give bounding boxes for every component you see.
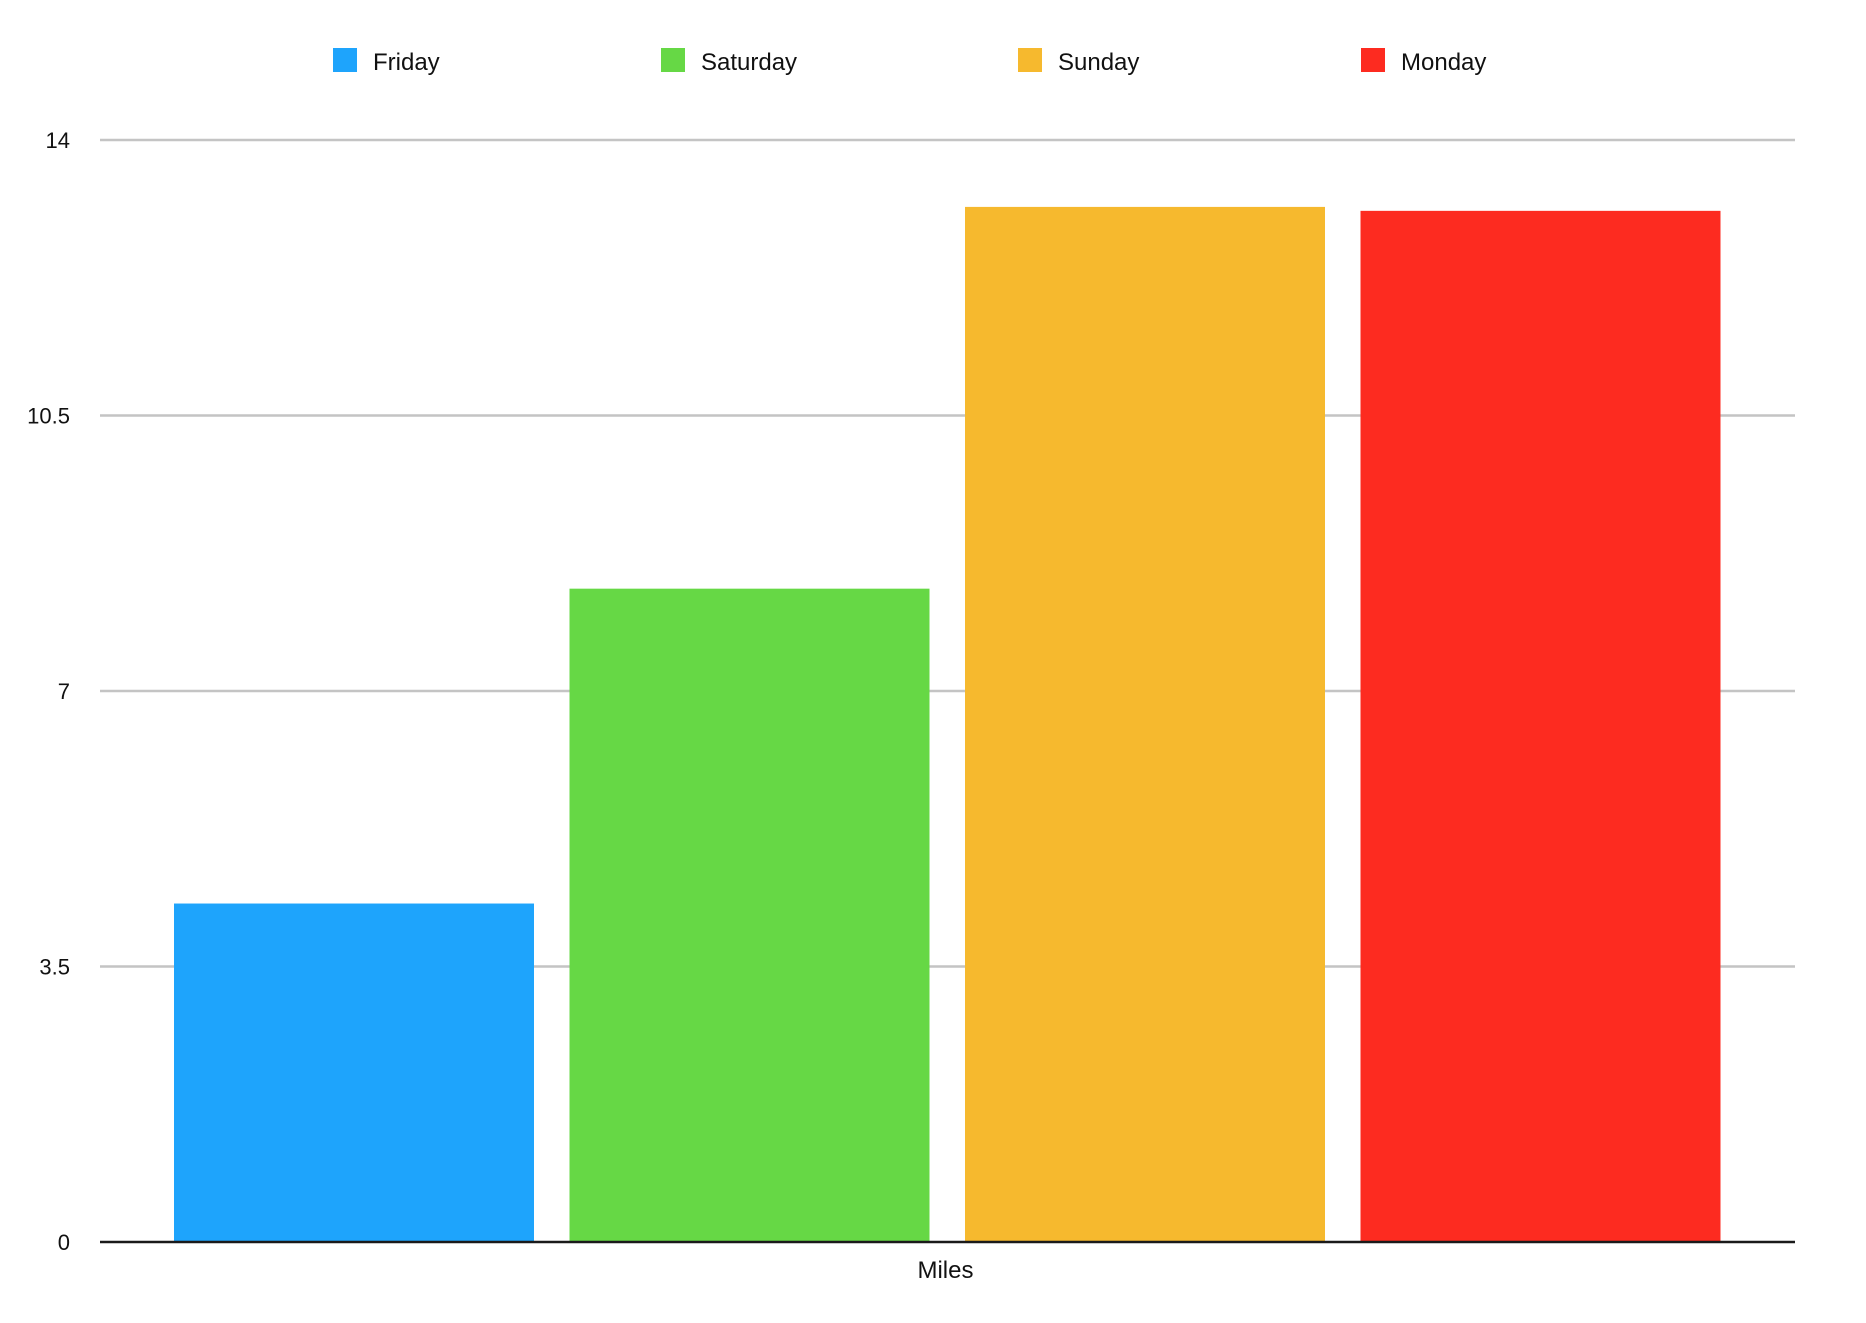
y-tick-label: 7 [58,679,70,704]
legend-item-monday: Monday [1361,48,1486,76]
legend-label: Friday [373,49,440,76]
bar-sunday [965,206,1325,1243]
legend-swatch [333,48,357,72]
legend-item-saturday: Saturday [661,48,797,76]
legend-label: Saturday [701,49,797,76]
legend-swatch [1361,48,1385,72]
y-tick-label: 3.5 [39,955,70,980]
axes: 0 3.5 7 10.5 14 Miles [27,128,1795,1284]
legend-label: Sunday [1058,49,1139,76]
legend-label: Monday [1401,49,1486,76]
bar-friday [174,903,534,1242]
bar-monday [1360,210,1721,1242]
bars [174,206,1721,1243]
y-tick-label: 10.5 [27,404,70,429]
x-category-label: Miles [917,1257,973,1284]
legend-swatch [661,48,685,72]
bar-saturday [569,588,930,1242]
y-tick-label: 0 [58,1230,70,1255]
legend: Friday Saturday Sunday Monday [333,48,1486,76]
y-tick-label: 14 [46,128,70,153]
legend-item-sunday: Sunday [1018,48,1139,76]
legend-item-friday: Friday [333,48,440,76]
legend-swatch [1018,48,1042,72]
